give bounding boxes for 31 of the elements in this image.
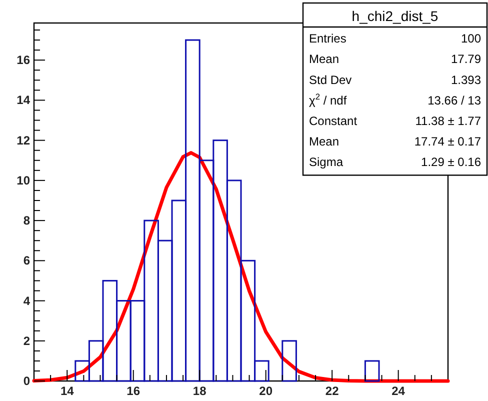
annotation: Mean: [309, 134, 340, 149]
text: 17.79: [450, 52, 482, 66]
y-tick-label: 16: [16, 53, 30, 68]
y-tick-label: 8: [23, 214, 30, 228]
annotation: h_chi2_dist_5: [352, 8, 438, 24]
y-tick-label: 4: [23, 294, 30, 308]
line-series: [32, 151, 450, 383]
x-tick-label: 18: [192, 384, 207, 398]
x-tick-label: 24: [392, 384, 406, 398]
y-tick-label: 0: [23, 374, 30, 388]
annotation: Constant: [309, 114, 358, 128]
annotation: 11.38 ± 1.77: [415, 114, 482, 128]
annotation: 1.29 ± 0.16: [421, 155, 482, 170]
x-tick-label: 14: [60, 384, 74, 398]
y-tick-label: 2: [23, 334, 30, 348]
x-tick-label: 20: [259, 384, 273, 398]
y-tick-label: 12: [16, 133, 30, 148]
annotation: Std Dev: [309, 72, 352, 87]
annotation: Sigma: [309, 155, 344, 170]
annotation: Entries: [309, 32, 346, 46]
text: 1.393: [450, 72, 482, 87]
annotation: 13.66 / 13: [428, 93, 482, 108]
x-tick-label: 22: [325, 384, 340, 398]
annotation: Mean: [309, 52, 340, 66]
annotation: χ$^{2}$ / ndf: [309, 91, 348, 108]
y-tick-label: 14: [16, 93, 30, 108]
text: 100: [460, 32, 482, 46]
x-tick-label: 16: [126, 384, 140, 398]
y-tick-label: 10: [16, 173, 30, 188]
annotation: 17.74 ± 0.17: [414, 134, 482, 149]
y-tick-label: 6: [23, 254, 30, 268]
